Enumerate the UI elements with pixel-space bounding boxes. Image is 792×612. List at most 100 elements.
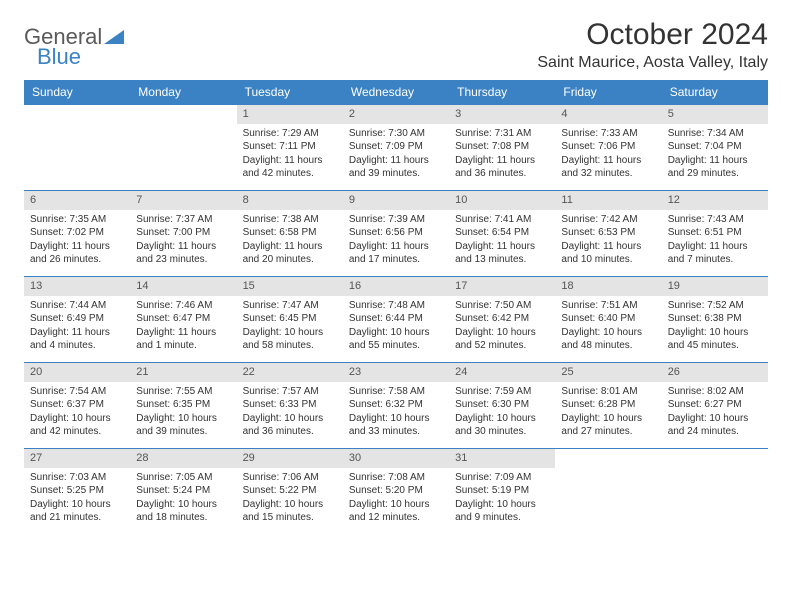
day-details: Sunrise: 7:37 AMSunset: 7:00 PMDaylight:…: [130, 210, 236, 271]
calendar-day-cell: 12Sunrise: 7:43 AMSunset: 6:51 PMDayligh…: [662, 191, 768, 277]
day-detail-line: Sunset: 5:24 PM: [136, 484, 230, 498]
day-details: Sunrise: 7:05 AMSunset: 5:24 PMDaylight:…: [130, 468, 236, 529]
day-details: Sunrise: 7:42 AMSunset: 6:53 PMDaylight:…: [555, 210, 661, 271]
day-number: 10: [449, 191, 555, 210]
day-number: 19: [662, 277, 768, 296]
day-details: Sunrise: 7:52 AMSunset: 6:38 PMDaylight:…: [662, 296, 768, 357]
day-detail-line: Daylight: 11 hours: [30, 326, 124, 340]
day-detail-line: Daylight: 10 hours: [455, 498, 549, 512]
day-detail-line: Sunrise: 7:59 AM: [455, 385, 549, 399]
day-detail-line: Sunrise: 7:52 AM: [668, 299, 762, 313]
day-detail-line: Sunset: 6:40 PM: [561, 312, 655, 326]
day-detail-line: Sunset: 6:51 PM: [668, 226, 762, 240]
calendar-day-cell: 6Sunrise: 7:35 AMSunset: 7:02 PMDaylight…: [24, 191, 130, 277]
day-number: 14: [130, 277, 236, 296]
day-detail-line: and 32 minutes.: [561, 167, 655, 181]
day-detail-line: Daylight: 11 hours: [349, 154, 443, 168]
day-number: 12: [662, 191, 768, 210]
day-number: 27: [24, 449, 130, 468]
calendar-week-row: 20Sunrise: 7:54 AMSunset: 6:37 PMDayligh…: [24, 363, 768, 449]
day-details: Sunrise: 7:48 AMSunset: 6:44 PMDaylight:…: [343, 296, 449, 357]
day-detail-line: Sunrise: 7:38 AM: [243, 213, 337, 227]
calendar-day-cell: 2Sunrise: 7:30 AMSunset: 7:09 PMDaylight…: [343, 105, 449, 191]
calendar-day-cell: 16Sunrise: 7:48 AMSunset: 6:44 PMDayligh…: [343, 277, 449, 363]
day-detail-line: Daylight: 10 hours: [349, 412, 443, 426]
day-detail-line: and 1 minute.: [136, 339, 230, 353]
day-details: Sunrise: 7:59 AMSunset: 6:30 PMDaylight:…: [449, 382, 555, 443]
day-detail-line: Sunset: 6:32 PM: [349, 398, 443, 412]
day-detail-line: and 9 minutes.: [455, 511, 549, 525]
day-detail-line: Daylight: 11 hours: [561, 240, 655, 254]
day-detail-line: and 21 minutes.: [30, 511, 124, 525]
day-detail-line: Sunset: 6:35 PM: [136, 398, 230, 412]
calendar-day-cell: 7Sunrise: 7:37 AMSunset: 7:00 PMDaylight…: [130, 191, 236, 277]
calendar-day-cell: 14Sunrise: 7:46 AMSunset: 6:47 PMDayligh…: [130, 277, 236, 363]
day-number: 21: [130, 363, 236, 382]
day-number: 20: [24, 363, 130, 382]
day-detail-line: Daylight: 10 hours: [455, 326, 549, 340]
day-details: Sunrise: 7:51 AMSunset: 6:40 PMDaylight:…: [555, 296, 661, 357]
day-detail-line: Sunset: 6:30 PM: [455, 398, 549, 412]
day-detail-line: Sunset: 6:28 PM: [561, 398, 655, 412]
day-header: Wednesday: [343, 80, 449, 105]
day-header: Sunday: [24, 80, 130, 105]
day-detail-line: Daylight: 11 hours: [455, 240, 549, 254]
day-details: Sunrise: 7:57 AMSunset: 6:33 PMDaylight:…: [237, 382, 343, 443]
day-detail-line: Sunrise: 7:55 AM: [136, 385, 230, 399]
title-block: October 2024 Saint Maurice, Aosta Valley…: [537, 18, 768, 72]
day-detail-line: Sunset: 5:22 PM: [243, 484, 337, 498]
calendar-day-cell: 4Sunrise: 7:33 AMSunset: 7:06 PMDaylight…: [555, 105, 661, 191]
location-text: Saint Maurice, Aosta Valley, Italy: [537, 54, 768, 72]
month-title: October 2024: [537, 18, 768, 52]
day-detail-line: Daylight: 11 hours: [136, 326, 230, 340]
calendar-day-cell: 30Sunrise: 7:08 AMSunset: 5:20 PMDayligh…: [343, 449, 449, 535]
day-details: Sunrise: 7:47 AMSunset: 6:45 PMDaylight:…: [237, 296, 343, 357]
day-details: Sunrise: 7:08 AMSunset: 5:20 PMDaylight:…: [343, 468, 449, 529]
day-detail-line: and 48 minutes.: [561, 339, 655, 353]
calendar-day-cell: 29Sunrise: 7:06 AMSunset: 5:22 PMDayligh…: [237, 449, 343, 535]
day-detail-line: and 29 minutes.: [668, 167, 762, 181]
day-number: 7: [130, 191, 236, 210]
day-detail-line: Sunrise: 7:43 AM: [668, 213, 762, 227]
day-detail-line: Sunset: 6:53 PM: [561, 226, 655, 240]
day-detail-line: and 55 minutes.: [349, 339, 443, 353]
logo-triangle-icon: [104, 30, 124, 46]
day-detail-line: Daylight: 10 hours: [561, 412, 655, 426]
day-detail-line: Sunrise: 7:35 AM: [30, 213, 124, 227]
day-number: 18: [555, 277, 661, 296]
day-number: 28: [130, 449, 236, 468]
day-detail-line: Sunset: 6:44 PM: [349, 312, 443, 326]
calendar-day-cell: 5Sunrise: 7:34 AMSunset: 7:04 PMDaylight…: [662, 105, 768, 191]
day-detail-line: Sunrise: 7:58 AM: [349, 385, 443, 399]
day-details: Sunrise: 7:35 AMSunset: 7:02 PMDaylight:…: [24, 210, 130, 271]
day-detail-line: Sunset: 7:04 PM: [668, 140, 762, 154]
day-detail-line: Sunrise: 8:01 AM: [561, 385, 655, 399]
calendar-week-row: 6Sunrise: 7:35 AMSunset: 7:02 PMDaylight…: [24, 191, 768, 277]
calendar-day-cell: 21Sunrise: 7:55 AMSunset: 6:35 PMDayligh…: [130, 363, 236, 449]
day-detail-line: and 58 minutes.: [243, 339, 337, 353]
day-detail-line: Sunset: 7:11 PM: [243, 140, 337, 154]
calendar-day-cell: 11Sunrise: 7:42 AMSunset: 6:53 PMDayligh…: [555, 191, 661, 277]
day-detail-line: Sunrise: 8:02 AM: [668, 385, 762, 399]
day-details: Sunrise: 8:02 AMSunset: 6:27 PMDaylight:…: [662, 382, 768, 443]
day-detail-line: Sunset: 6:47 PM: [136, 312, 230, 326]
day-number: 24: [449, 363, 555, 382]
day-detail-line: Sunset: 7:06 PM: [561, 140, 655, 154]
calendar-day-cell: [662, 449, 768, 535]
day-detail-line: and 39 minutes.: [349, 167, 443, 181]
calendar-day-cell: 8Sunrise: 7:38 AMSunset: 6:58 PMDaylight…: [237, 191, 343, 277]
brand-word-2: Blue: [37, 44, 81, 70]
day-detail-line: Sunset: 5:25 PM: [30, 484, 124, 498]
day-number: 22: [237, 363, 343, 382]
day-details: Sunrise: 7:41 AMSunset: 6:54 PMDaylight:…: [449, 210, 555, 271]
day-number: 16: [343, 277, 449, 296]
day-detail-line: and 13 minutes.: [455, 253, 549, 267]
day-detail-line: Sunrise: 7:48 AM: [349, 299, 443, 313]
day-detail-line: Daylight: 11 hours: [561, 154, 655, 168]
day-number: 29: [237, 449, 343, 468]
day-detail-line: Sunset: 6:49 PM: [30, 312, 124, 326]
day-detail-line: and 17 minutes.: [349, 253, 443, 267]
day-detail-line: Sunrise: 7:31 AM: [455, 127, 549, 141]
day-header: Saturday: [662, 80, 768, 105]
day-details: Sunrise: 7:50 AMSunset: 6:42 PMDaylight:…: [449, 296, 555, 357]
